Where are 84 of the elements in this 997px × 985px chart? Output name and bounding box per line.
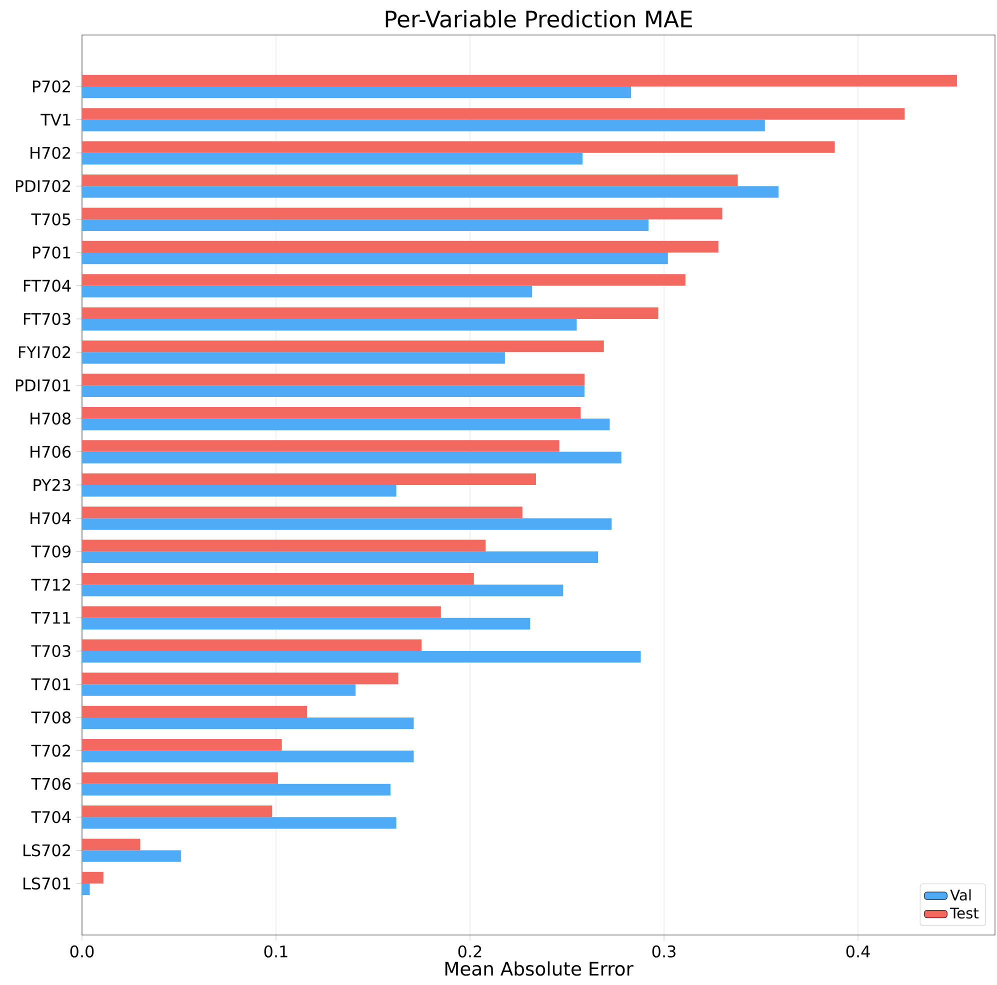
bar bbox=[82, 108, 905, 120]
x-axis-title: Mean Absolute Error bbox=[445, 961, 634, 976]
y-tick-label: H708 bbox=[30, 412, 70, 425]
bar bbox=[82, 684, 356, 696]
chart-title: Per-Variable Prediction MAE bbox=[386, 10, 692, 28]
y-tick-label: PDI702 bbox=[16, 180, 70, 192]
bar bbox=[82, 750, 414, 762]
y-tick-label: P702 bbox=[32, 80, 70, 93]
bar bbox=[82, 739, 282, 751]
y-tick-label: FYI702 bbox=[18, 346, 70, 358]
y-tick-label: T701 bbox=[31, 678, 70, 690]
bar bbox=[82, 540, 486, 552]
bar bbox=[82, 551, 598, 564]
bar bbox=[82, 473, 536, 485]
y-tick-label: LS701 bbox=[24, 877, 70, 890]
bar bbox=[82, 219, 649, 231]
bar bbox=[82, 286, 532, 298]
y-tick-label: PDI701 bbox=[16, 379, 70, 392]
bar bbox=[82, 838, 140, 850]
bar bbox=[82, 884, 90, 896]
y-tick-label: T706 bbox=[31, 778, 71, 790]
y-tick-label: H706 bbox=[30, 446, 71, 458]
bar bbox=[82, 506, 522, 518]
y-tick-label: PY23 bbox=[34, 478, 70, 492]
bar bbox=[82, 872, 104, 884]
bar bbox=[82, 340, 604, 352]
bar bbox=[82, 318, 577, 331]
x-tick-label: 0.2 bbox=[458, 945, 482, 958]
y-tick-label: FT704 bbox=[24, 280, 71, 292]
bar bbox=[82, 518, 612, 530]
y-tick-label: T705 bbox=[31, 213, 70, 226]
x-tick-label: 0.1 bbox=[264, 945, 288, 958]
bar bbox=[82, 573, 474, 585]
bar bbox=[82, 352, 505, 364]
bar bbox=[82, 240, 718, 253]
bar bbox=[82, 850, 181, 862]
bar bbox=[82, 418, 610, 430]
bar bbox=[82, 252, 668, 264]
bar bbox=[82, 817, 396, 829]
bar bbox=[82, 706, 308, 718]
bar bbox=[82, 385, 584, 397]
bar bbox=[82, 784, 390, 796]
y-tick-label: H704 bbox=[30, 512, 71, 524]
bar bbox=[82, 618, 530, 630]
y-tick-label: T702 bbox=[31, 744, 70, 757]
bar bbox=[82, 152, 583, 165]
y-tick-label: T704 bbox=[31, 811, 71, 824]
bar bbox=[82, 651, 641, 663]
bar bbox=[82, 374, 584, 386]
x-tick-label: 0.3 bbox=[652, 945, 676, 958]
bar bbox=[82, 772, 278, 784]
legend-label: Test bbox=[950, 908, 979, 919]
bar bbox=[82, 440, 560, 452]
x-tick-label: 0.0 bbox=[70, 945, 94, 958]
bar bbox=[82, 672, 398, 684]
y-tick-label: FT703 bbox=[24, 312, 70, 326]
y-tick-label: T703 bbox=[31, 644, 70, 658]
bar bbox=[82, 406, 581, 419]
y-tick-label: H702 bbox=[30, 146, 70, 159]
y-tick-label: T708 bbox=[31, 711, 70, 724]
x-tick-label: 0.4 bbox=[846, 945, 870, 958]
bar bbox=[82, 307, 658, 319]
y-tick-label: T711 bbox=[31, 612, 70, 624]
bar bbox=[82, 174, 738, 186]
y-tick-label: P701 bbox=[32, 246, 70, 259]
bar bbox=[82, 452, 622, 464]
legend-label: Val bbox=[950, 889, 971, 901]
bar bbox=[82, 186, 778, 198]
y-tick-label: T712 bbox=[31, 578, 70, 591]
bar bbox=[82, 120, 765, 132]
bar bbox=[82, 584, 564, 596]
y-tick-label: TV1 bbox=[40, 114, 70, 126]
bar bbox=[82, 208, 722, 220]
bar bbox=[82, 274, 686, 286]
bar bbox=[82, 141, 835, 153]
y-tick-label: T709 bbox=[31, 545, 70, 558]
bar bbox=[82, 606, 441, 618]
bar bbox=[82, 74, 957, 86]
bar bbox=[82, 86, 632, 98]
y-tick-label: LS702 bbox=[24, 844, 70, 856]
bar bbox=[82, 485, 396, 497]
bar bbox=[82, 717, 414, 730]
bar bbox=[82, 639, 422, 652]
bar bbox=[82, 805, 272, 818]
